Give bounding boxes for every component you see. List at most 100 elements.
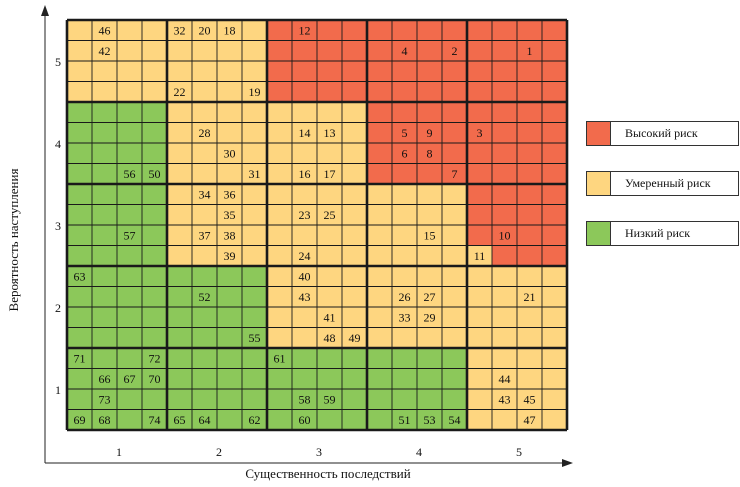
- matrix-grid: [65, 18, 569, 432]
- risk-label: 52: [199, 290, 211, 304]
- legend-swatch: [586, 221, 611, 246]
- risk-label: 5: [402, 126, 408, 140]
- x-tick-label: 3: [316, 445, 322, 459]
- y-tick-label: 1: [55, 383, 61, 397]
- y-tick-label: 3: [55, 219, 61, 233]
- risk-label: 29: [424, 310, 436, 324]
- risk-label: 38: [224, 228, 236, 242]
- x-tick-label: 5: [516, 445, 522, 459]
- x-axis-arrow: [562, 459, 573, 467]
- risk-label: 23: [299, 208, 311, 222]
- risk-label: 2: [452, 44, 458, 58]
- risk-label: 32: [174, 23, 186, 37]
- zone-override-cell: [467, 245, 492, 266]
- y-tick-label: 2: [55, 301, 61, 315]
- risk-label: 9: [427, 126, 433, 140]
- risk-label: 55: [249, 331, 261, 345]
- risk-label: 65: [174, 413, 186, 427]
- risk-label: 61: [274, 351, 286, 365]
- risk-label: 37: [199, 228, 211, 242]
- y-axis-label: Вероятность наступления: [6, 169, 21, 312]
- risk-label: 51: [399, 413, 411, 427]
- risk-label: 58: [299, 392, 311, 406]
- risk-label: 39: [224, 249, 236, 263]
- risk-label: 27: [424, 290, 436, 304]
- x-tick-label: 4: [416, 445, 422, 459]
- risk-label: 41: [324, 310, 336, 324]
- risk-label: 4: [402, 44, 408, 58]
- risk-label: 68: [99, 413, 111, 427]
- risk-label: 73: [99, 392, 111, 406]
- risk-label: 48: [324, 331, 336, 345]
- legend-label: Низкий риск: [625, 226, 691, 240]
- risk-label: 33: [399, 310, 411, 324]
- risk-label: 42: [99, 44, 111, 58]
- risk-label: 6: [402, 146, 408, 160]
- risk-label: 45: [524, 392, 536, 406]
- risk-label: 56: [124, 167, 136, 181]
- risk-label: 25: [324, 208, 336, 222]
- y-tick-label: 5: [55, 55, 61, 69]
- risk-label: 40: [299, 269, 311, 283]
- risk-label: 46: [99, 23, 111, 37]
- risk-label: 11: [474, 249, 486, 263]
- legend-label: Высокий риск: [625, 126, 698, 140]
- risk-label: 54: [449, 413, 461, 427]
- risk-label: 22: [174, 85, 186, 99]
- risk-label: 3: [477, 126, 483, 140]
- risk-label: 69: [74, 413, 86, 427]
- risk-label: 63: [74, 269, 86, 283]
- risk-label: 44: [499, 372, 511, 386]
- risk-label: 59: [324, 392, 336, 406]
- risk-label: 57: [124, 228, 136, 242]
- x-tick-label: 1: [116, 445, 122, 459]
- risk-label: 20: [199, 23, 211, 37]
- risk-label: 16: [299, 167, 311, 181]
- risk-label: 53: [424, 413, 436, 427]
- risk-label: 67: [124, 372, 136, 386]
- risk-label: 28: [199, 126, 211, 140]
- risk-label: 50: [149, 167, 161, 181]
- risk-label: 26: [399, 290, 411, 304]
- risk-label: 30: [224, 146, 236, 160]
- risk-label: 15: [424, 228, 436, 242]
- risk-label: 34: [199, 187, 211, 201]
- risk-label: 60: [299, 413, 311, 427]
- risk-label: 43: [299, 290, 311, 304]
- legend-label: Умеренный риск: [625, 176, 711, 190]
- risk-label: 10: [499, 228, 511, 242]
- risk-label: 31: [249, 167, 261, 181]
- risk-label: 1: [527, 44, 533, 58]
- risk-label: 66: [99, 372, 111, 386]
- y-axis-arrow: [41, 5, 49, 16]
- legend-swatch: [586, 121, 611, 146]
- legend-item-moderate: Умеренный риск: [586, 171, 739, 196]
- legend-item-low: Низкий риск: [586, 221, 739, 246]
- risk-label: 8: [427, 146, 433, 160]
- risk-label: 43: [499, 392, 511, 406]
- x-axis-label: Существенность последствий: [245, 466, 410, 481]
- risk-label: 62: [249, 413, 261, 427]
- risk-label: 64: [199, 413, 211, 427]
- risk-label: 74: [149, 413, 161, 427]
- risk-label: 17: [324, 167, 336, 181]
- legend-item-high: Высокий риск: [586, 121, 739, 146]
- risk-label: 35: [224, 208, 236, 222]
- legend-swatch: [586, 171, 611, 196]
- risk-label: 72: [149, 351, 161, 365]
- risk-label: 71: [74, 351, 86, 365]
- risk-label: 7: [452, 167, 458, 181]
- risk-label: 70: [149, 372, 161, 386]
- risk-label: 14: [299, 126, 311, 140]
- risk-label: 19: [249, 85, 261, 99]
- axes: [41, 5, 573, 467]
- risk-label: 13: [324, 126, 336, 140]
- x-tick-label: 2: [216, 445, 222, 459]
- risk-label: 18: [224, 23, 236, 37]
- y-tick-label: 4: [55, 137, 61, 151]
- risk-label: 36: [224, 187, 236, 201]
- risk-label: 24: [299, 249, 311, 263]
